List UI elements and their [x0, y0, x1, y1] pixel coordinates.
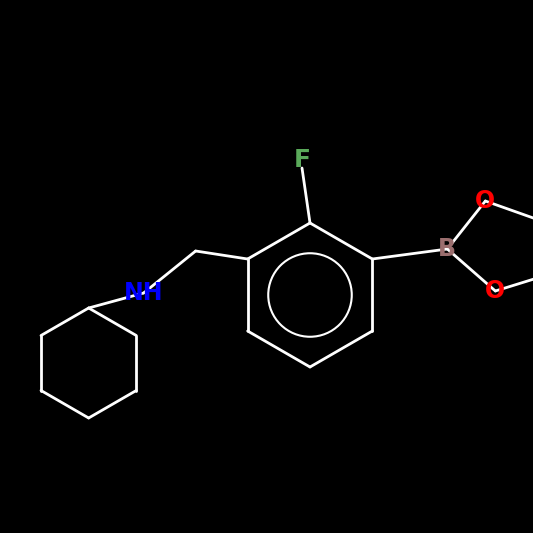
Text: F: F — [294, 148, 311, 172]
Text: B: B — [438, 237, 456, 261]
Text: O: O — [475, 189, 495, 213]
Text: O: O — [485, 279, 505, 303]
Text: NH: NH — [124, 281, 164, 305]
